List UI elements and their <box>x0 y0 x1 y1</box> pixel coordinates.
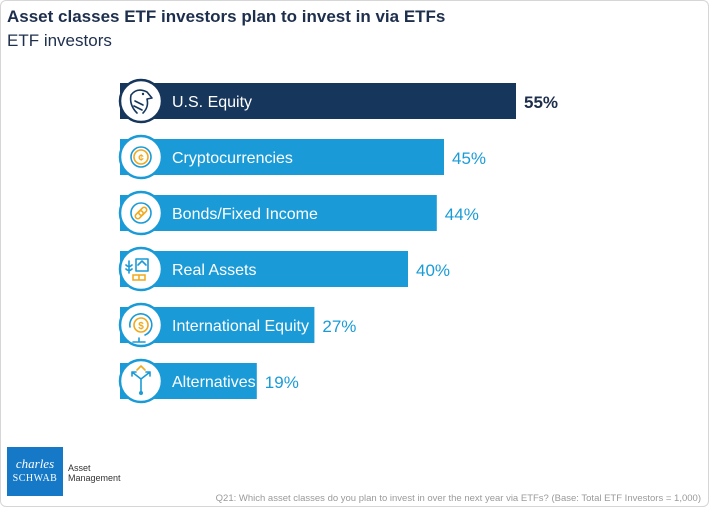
icon-badge-bonds-fixed-income <box>118 190 164 236</box>
svg-text:¢: ¢ <box>138 153 144 164</box>
bar-label-international-equity: International Equity <box>172 318 309 335</box>
chart-title: Asset classes ETF investors plan to inve… <box>7 7 446 26</box>
bar-bonds-fixed-income <box>120 195 437 231</box>
value-label-bonds-fixed-income: 44% <box>445 205 479 224</box>
icon-badge-u-s-equity <box>118 78 164 124</box>
icon-badge-cryptocurrencies <box>118 134 164 180</box>
value-label-international-equity: 27% <box>322 317 356 336</box>
value-label-cryptocurrencies: 45% <box>452 149 486 168</box>
bar-label-alternatives: Alternatives <box>172 374 256 391</box>
bar-label-u-s-equity: U.S. Equity <box>172 94 252 111</box>
globe-dollar-icon: $ <box>129 313 153 343</box>
bar-label-bonds-fixed-income: Bonds/Fixed Income <box>172 206 318 223</box>
bar-u-s-equity <box>120 83 516 119</box>
chain-link-icon <box>130 202 152 224</box>
split-arrows-icon <box>131 365 151 395</box>
charles-schwab-logo: charles SCHWAB <box>7 447 63 496</box>
logo-line1: charles <box>15 456 55 471</box>
value-label-alternatives: 19% <box>265 373 299 392</box>
footnote: Q21: Which asset classes do you plan to … <box>215 493 701 504</box>
svg-text:$: $ <box>138 321 144 332</box>
eagle-icon <box>129 89 153 114</box>
logo-subtitle: Asset Management <box>68 463 121 483</box>
value-label-u-s-equity: 55% <box>524 93 558 112</box>
chart-subtitle: ETF investors <box>7 31 112 50</box>
icon-badge-real-assets <box>118 246 164 292</box>
value-label-real-assets: 40% <box>416 261 450 280</box>
crypto-coin-icon: ¢ <box>130 146 152 168</box>
logo-line2: SCHWAB <box>12 473 58 484</box>
real-assets-icon <box>125 258 149 281</box>
bar-cryptocurrencies <box>120 139 444 175</box>
bar-label-cryptocurrencies: Cryptocurrencies <box>172 150 293 167</box>
icon-badge-international-equity <box>118 302 164 348</box>
bar-real-assets <box>120 251 408 287</box>
bar-label-real-assets: Real Assets <box>172 262 256 279</box>
